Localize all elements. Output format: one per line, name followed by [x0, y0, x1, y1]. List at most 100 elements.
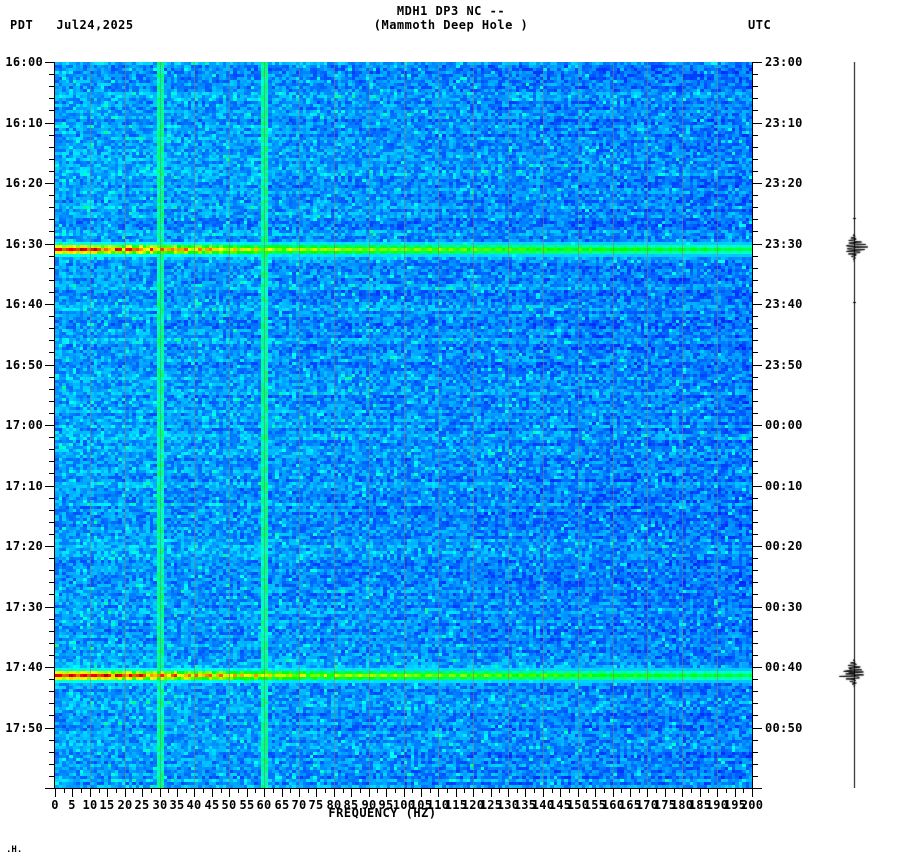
- freq-tick-label: 155: [583, 798, 607, 812]
- time-tick-minor: [49, 437, 55, 438]
- freq-tick-minor: [586, 788, 587, 793]
- time-tick-major: [45, 486, 55, 487]
- freq-tick-label: 15: [99, 798, 115, 812]
- time-tick-minor: [752, 715, 758, 716]
- time-label-utc: 23:10: [765, 116, 803, 130]
- freq-tick-minor: [203, 788, 204, 793]
- time-tick-minor: [49, 534, 55, 535]
- time-tick-major: [45, 546, 55, 547]
- time-tick-major: [45, 667, 55, 668]
- freq-tick-major: [525, 788, 526, 797]
- time-tick-minor: [49, 352, 55, 353]
- freq-tick-label: 90: [361, 798, 377, 812]
- time-tick-minor: [49, 679, 55, 680]
- time-tick-minor: [752, 558, 758, 559]
- time-label-utc: 00:40: [765, 660, 803, 674]
- freq-tick-minor: [552, 788, 553, 793]
- freq-tick-label: 35: [169, 798, 185, 812]
- station-code-title: MDH1 DP3 NC --: [396, 4, 506, 18]
- time-tick-minor: [49, 691, 55, 692]
- freq-tick-minor: [569, 788, 570, 793]
- time-tick-minor: [49, 631, 55, 632]
- time-tick-minor: [49, 498, 55, 499]
- time-tick-minor: [49, 389, 55, 390]
- freq-tick-major: [508, 788, 509, 797]
- time-tick-major: [752, 546, 762, 547]
- freq-tick-minor: [238, 788, 239, 793]
- freq-tick-major: [247, 788, 248, 797]
- time-label-local: 17:30: [5, 600, 43, 614]
- time-tick-minor: [752, 171, 758, 172]
- time-tick-minor: [752, 437, 758, 438]
- time-label-local: 16:40: [5, 297, 43, 311]
- time-tick-minor: [752, 461, 758, 462]
- time-tick-minor: [752, 280, 758, 281]
- time-tick-major: [752, 244, 762, 245]
- time-label-utc: 00:30: [765, 600, 803, 614]
- time-tick-minor: [752, 389, 758, 390]
- time-label-local: 17:00: [5, 418, 43, 432]
- freq-tick-minor: [64, 788, 65, 793]
- time-tick-major: [752, 62, 762, 63]
- freq-tick-label: 145: [548, 798, 572, 812]
- freq-tick-label: 185: [688, 798, 712, 812]
- freq-tick-label: 20: [117, 798, 133, 812]
- spectrogram-plot[interactable]: [55, 62, 752, 788]
- time-tick-minor: [49, 764, 55, 765]
- time-tick-minor: [752, 195, 758, 196]
- time-tick-major: [752, 425, 762, 426]
- time-tick-major: [45, 183, 55, 184]
- freq-tick-major: [717, 788, 718, 797]
- time-tick-minor: [752, 74, 758, 75]
- freq-tick-minor: [656, 788, 657, 793]
- freq-tick-minor: [621, 788, 622, 793]
- freq-tick-label: 150: [566, 798, 590, 812]
- freq-tick-major: [473, 788, 474, 797]
- time-tick-minor: [49, 643, 55, 644]
- time-tick-minor: [752, 207, 758, 208]
- time-label-utc: 00:10: [765, 479, 803, 493]
- freq-tick-label: 115: [444, 798, 468, 812]
- time-tick-minor: [49, 522, 55, 523]
- left-time-axis: 16:00 16:10 16:20 16:30 16:40 16:50 17:00 17:10…: [0, 0, 55, 864]
- time-tick-minor: [49, 510, 55, 511]
- freq-tick-major: [404, 788, 405, 797]
- time-tick-minor: [752, 522, 758, 523]
- time-label-local: 17:40: [5, 660, 43, 674]
- time-tick-major: [752, 667, 762, 668]
- time-tick-minor: [49, 594, 55, 595]
- time-tick-major: [45, 123, 55, 124]
- time-tick-minor: [49, 292, 55, 293]
- time-tick-major: [752, 728, 762, 729]
- freq-tick-label: 180: [670, 798, 694, 812]
- freq-tick-minor: [255, 788, 256, 793]
- freq-tick-minor: [377, 788, 378, 793]
- freq-tick-label: 70: [291, 798, 307, 812]
- freq-tick-major: [438, 788, 439, 797]
- freq-tick-label: 80: [326, 798, 342, 812]
- time-tick-minor: [752, 764, 758, 765]
- freq-tick-major: [299, 788, 300, 797]
- freq-tick-minor: [674, 788, 675, 793]
- freq-tick-major: [160, 788, 161, 797]
- time-tick-major: [752, 486, 762, 487]
- freq-tick-minor: [186, 788, 187, 793]
- time-tick-minor: [49, 195, 55, 196]
- freq-tick-label: 105: [409, 798, 433, 812]
- freq-tick-label: 195: [723, 798, 747, 812]
- freq-tick-major: [334, 788, 335, 797]
- time-label-utc: 00:50: [765, 721, 803, 735]
- time-tick-minor: [752, 776, 758, 777]
- time-tick-minor: [752, 292, 758, 293]
- freq-tick-label: 200: [740, 798, 764, 812]
- freq-tick-minor: [133, 788, 134, 793]
- axis-spine: [55, 788, 752, 789]
- time-tick-minor: [752, 340, 758, 341]
- seismogram-trace: [820, 62, 900, 788]
- header-left-group: PDT Jul24,2025: [10, 18, 134, 32]
- freq-tick-minor: [691, 788, 692, 793]
- time-tick-minor: [49, 340, 55, 341]
- freq-tick-minor: [99, 788, 100, 793]
- freq-tick-label: 45: [204, 798, 220, 812]
- freq-tick-minor: [517, 788, 518, 793]
